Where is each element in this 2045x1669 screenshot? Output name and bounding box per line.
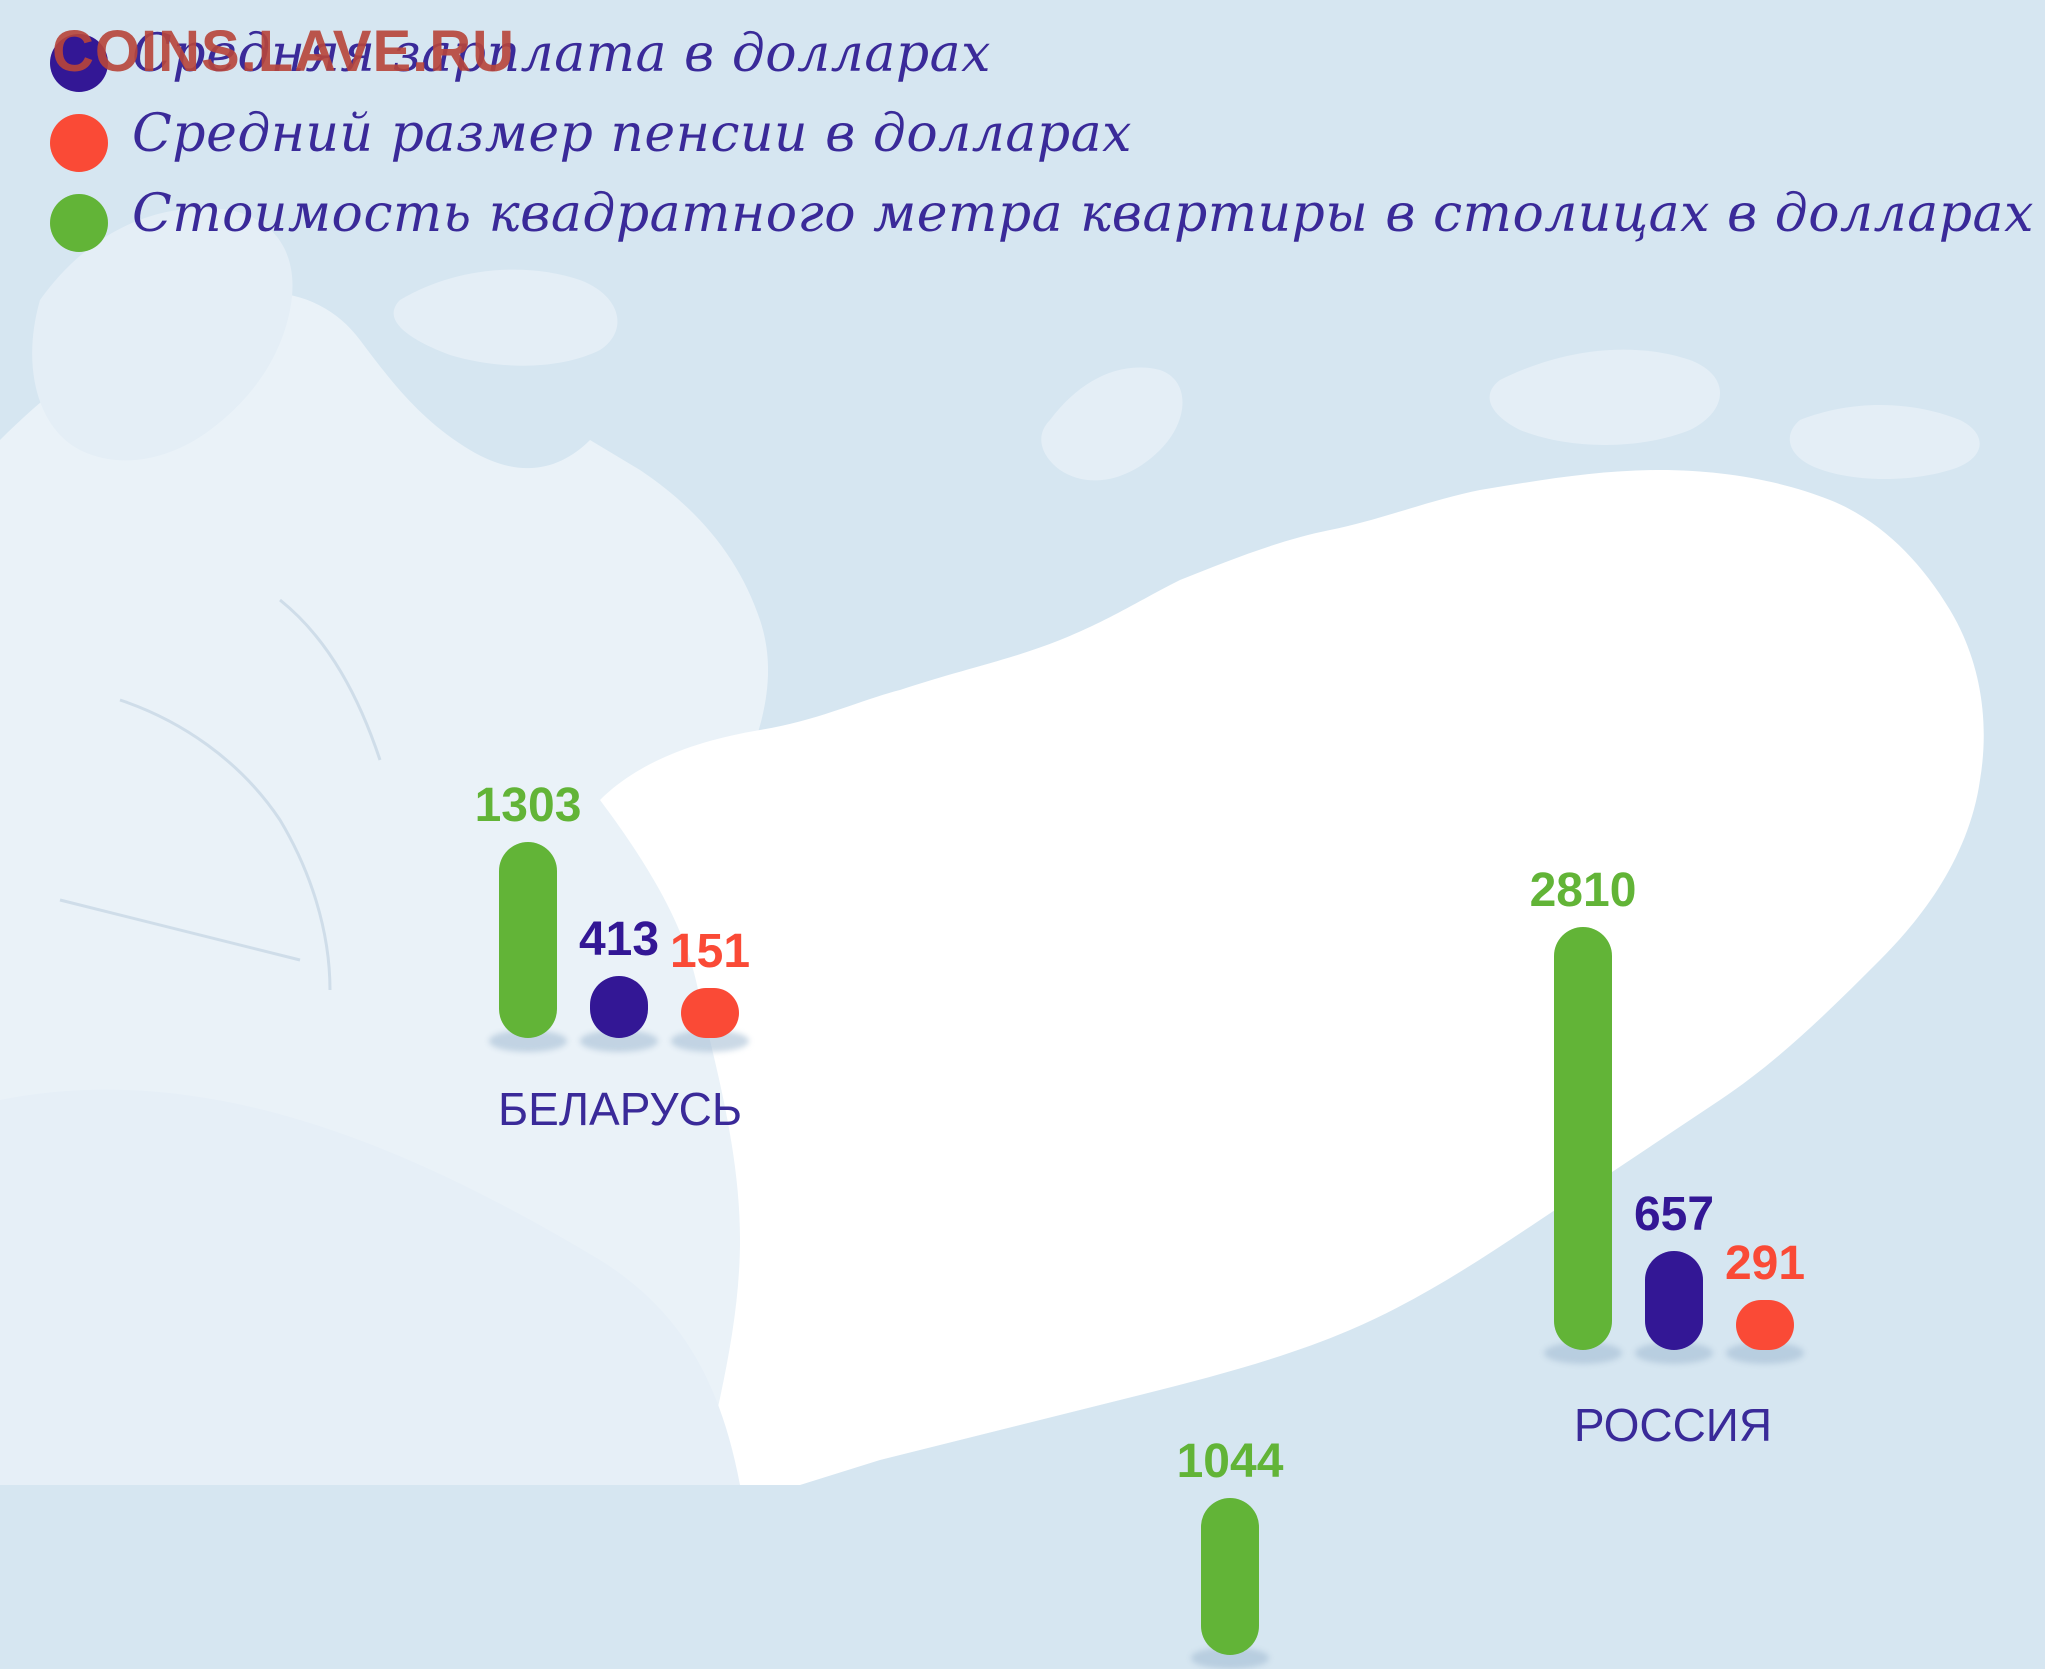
bar-shadow (1635, 1342, 1713, 1364)
background-map (0, 208, 1984, 1485)
legend-dot-pension (50, 114, 108, 172)
bar-sqm-1 (1554, 926, 1612, 1350)
bar-shadow (580, 1030, 658, 1052)
data-label-pension-1: 291 (1724, 1237, 1806, 1290)
data-label-sqm-2: 1044 (1176, 1434, 1284, 1488)
legend-label-pension: Средний размер пенсии в долларах (132, 104, 1132, 164)
country-label-russia: РОССИЯ (1573, 1399, 1773, 1451)
bar-shadow (671, 1030, 749, 1052)
bar-shadow (1726, 1342, 1804, 1364)
data-label-sqm-0: 1303 (474, 778, 582, 832)
bar-shadow (1544, 1342, 1622, 1364)
bar-sqm-2 (1201, 1497, 1259, 1655)
legend-dot-salary (50, 34, 108, 92)
legend-dot-sqm (50, 194, 108, 252)
data-label-salary-1: 657 (1633, 1187, 1715, 1241)
watermark: COINS.LAVE.RU (52, 19, 516, 84)
bar-salary-0 (590, 975, 648, 1038)
legend-label-salary: Средняя зарплата в долларах (132, 24, 991, 84)
bar-shadow (489, 1030, 567, 1052)
bar-sqm-0 (499, 841, 557, 1038)
data-label-pension-0: 151 (669, 925, 751, 978)
bar-salary-1 (1645, 1250, 1703, 1350)
bar-pension-1 (1736, 1300, 1794, 1350)
data-label-sqm-1: 2810 (1529, 863, 1637, 917)
data-label-salary-0: 413 (578, 912, 660, 966)
country-label-belarus: БЕЛАРУСЬ (497, 1083, 743, 1135)
bar-pension-0 (681, 988, 739, 1038)
legend-label-sqm: Стоимость квадратного метра квартиры в с… (132, 184, 2034, 244)
